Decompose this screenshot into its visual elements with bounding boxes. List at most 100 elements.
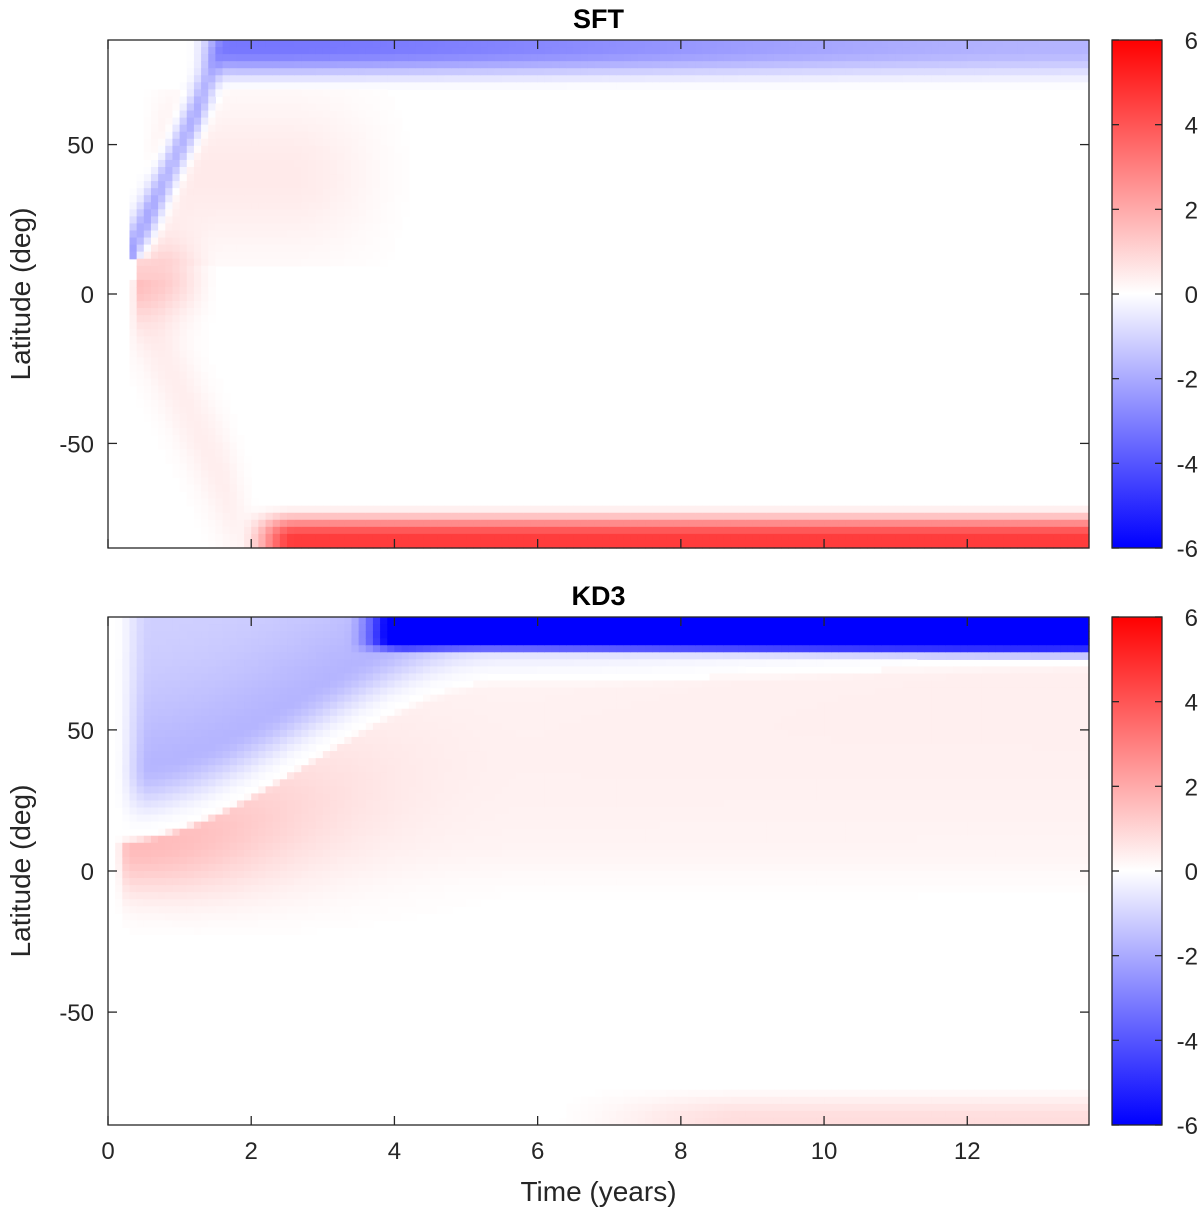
- sft-heatmap-cell: [995, 533, 1004, 542]
- sft-heatmap-cell: [566, 82, 575, 90]
- kd3-heatmap-cell: [179, 920, 188, 929]
- kd3-heatmap-cell: [287, 807, 295, 816]
- kd3-heatmap-cell: [165, 722, 174, 731]
- kd3-heatmap-cell: [287, 694, 295, 703]
- sft-heatmap-cell: [215, 456, 224, 464]
- sft-heatmap-cell: [387, 174, 396, 182]
- sft-heatmap-cell: [308, 195, 317, 203]
- sft-heatmap-cell: [401, 505, 410, 514]
- sft-heatmap-cell: [172, 279, 181, 288]
- sft-heatmap-cell: [723, 540, 732, 549]
- kd3-heatmap-cell: [158, 899, 166, 907]
- sft-heatmap-cell: [179, 343, 188, 352]
- sft-heatmap-cell: [666, 533, 675, 542]
- kd3-heatmap-cell: [186, 708, 195, 717]
- kd3-heatmap-cell: [351, 885, 360, 893]
- kd3-heatmap-cell: [430, 772, 438, 780]
- kd3-heatmap-cell: [287, 708, 295, 717]
- sft-heatmap-cell: [279, 188, 288, 196]
- kd3-heatmap-cell: [201, 842, 209, 851]
- sft-heatmap-cell: [143, 392, 152, 401]
- sft-heatmap-cell: [365, 152, 374, 161]
- sft-heatmap-cell: [294, 68, 302, 76]
- sft-heatmap-cell: [136, 279, 145, 288]
- sft-heatmap-cell: [716, 505, 725, 514]
- sft-heatmap-cell: [967, 533, 976, 542]
- kd3-heatmap-cell: [351, 624, 360, 632]
- sft-heatmap-cell: [287, 181, 295, 189]
- sft-heatmap-cell: [150, 378, 159, 387]
- kd3-heatmap-cell: [279, 849, 288, 858]
- kd3-heatmap-cell: [423, 638, 431, 646]
- sft-heatmap-cell: [501, 533, 510, 542]
- sft-heatmap-cell: [537, 505, 546, 514]
- kd3-heatmap-cell: [136, 863, 145, 872]
- kd3-heatmap-cell: [186, 927, 195, 936]
- kd3-heatmap-cell: [229, 758, 238, 766]
- sft-heatmap-cell: [193, 96, 202, 105]
- sft-heatmap-cell: [201, 159, 209, 168]
- kd3-heatmap-cell: [337, 849, 345, 858]
- sft-heatmap-cell: [831, 61, 839, 69]
- sft-heatmap-cell: [172, 209, 181, 217]
- sft-heatmap-cell: [215, 421, 224, 429]
- kd3-heatmap-cell: [315, 772, 324, 780]
- kd3-heatmap-cell: [215, 645, 224, 653]
- sft-heatmap-cell: [186, 216, 195, 225]
- kd3-heatmap-cell: [401, 694, 410, 703]
- kd3-heatmap-cell: [301, 652, 310, 660]
- kd3-heatmap-cell: [229, 800, 238, 809]
- kd3-heatmap-cell: [437, 772, 446, 780]
- sft-heatmap-cell: [380, 237, 388, 246]
- sft-heatmap-cell: [609, 68, 617, 76]
- sft-heatmap-cell: [494, 54, 503, 62]
- kd3-heatmap-cell: [344, 736, 353, 745]
- kd3-heatmap-cell: [251, 863, 259, 872]
- kd3-heatmap-cell: [136, 821, 145, 830]
- sft-heatmap-cell: [881, 47, 890, 55]
- sft-heatmap-cell: [952, 505, 961, 514]
- sft-heatmap-cell: [158, 301, 166, 309]
- kd3-heatmap-cell: [251, 722, 259, 731]
- sft-heatmap-cell: [222, 223, 231, 232]
- sft-heatmap-cell: [244, 244, 252, 253]
- kd3-heatmap-cell: [308, 920, 317, 929]
- sft-heatmap-cell: [251, 47, 259, 55]
- kd3-heatmap-cell: [272, 765, 281, 773]
- sft-heatmap-cell: [716, 540, 725, 549]
- sft-heatmap-cell: [1067, 512, 1076, 521]
- sft-heatmap-cell: [365, 237, 374, 246]
- sft-heatmap-cell: [193, 279, 202, 288]
- kd3-heatmap-cell: [401, 863, 410, 872]
- sft-heatmap-cell: [458, 540, 467, 549]
- kd3-heatmap-cell: [387, 899, 396, 907]
- sft-heatmap-cell: [924, 512, 933, 521]
- sft-heatmap-cell: [344, 174, 353, 182]
- sft-heatmap-cell: [215, 258, 224, 267]
- kd3-heatmap-cell: [329, 765, 338, 773]
- sft-heatmap-cell: [208, 315, 217, 323]
- kd3-heatmap-cell: [158, 687, 166, 696]
- sft-heatmap-cell: [215, 399, 224, 408]
- sft-heatmap-cell: [559, 512, 567, 521]
- kd3-heatmap-cell: [279, 701, 288, 710]
- sft-heatmap-cell: [995, 82, 1004, 90]
- sft-heatmap-cell: [451, 61, 460, 69]
- sft-heatmap-cell: [222, 413, 231, 422]
- kd3-heatmap-cell: [308, 736, 317, 745]
- sft-heatmap-cell: [236, 435, 245, 443]
- sft-heatmap-cell: [380, 188, 388, 196]
- kd3-heatmap-cell: [186, 659, 195, 667]
- kd3-heatmap-cell: [430, 694, 438, 703]
- kd3-heatmap-cell: [179, 892, 188, 900]
- sft-heatmap-cell: [222, 138, 231, 147]
- sft-heatmap-cell: [315, 117, 324, 126]
- kd3-heatmap-cell: [115, 835, 123, 844]
- sft-heatmap-cell: [487, 505, 496, 514]
- kd3-heatmap-cell: [208, 800, 217, 809]
- sft-heatmap-cell: [222, 463, 231, 471]
- sft-heatmap-cell: [1046, 54, 1054, 62]
- kd3-heatmap-cell: [401, 807, 410, 816]
- sft-heatmap-cell: [165, 145, 174, 154]
- kd3-heatmap-cell: [215, 631, 224, 639]
